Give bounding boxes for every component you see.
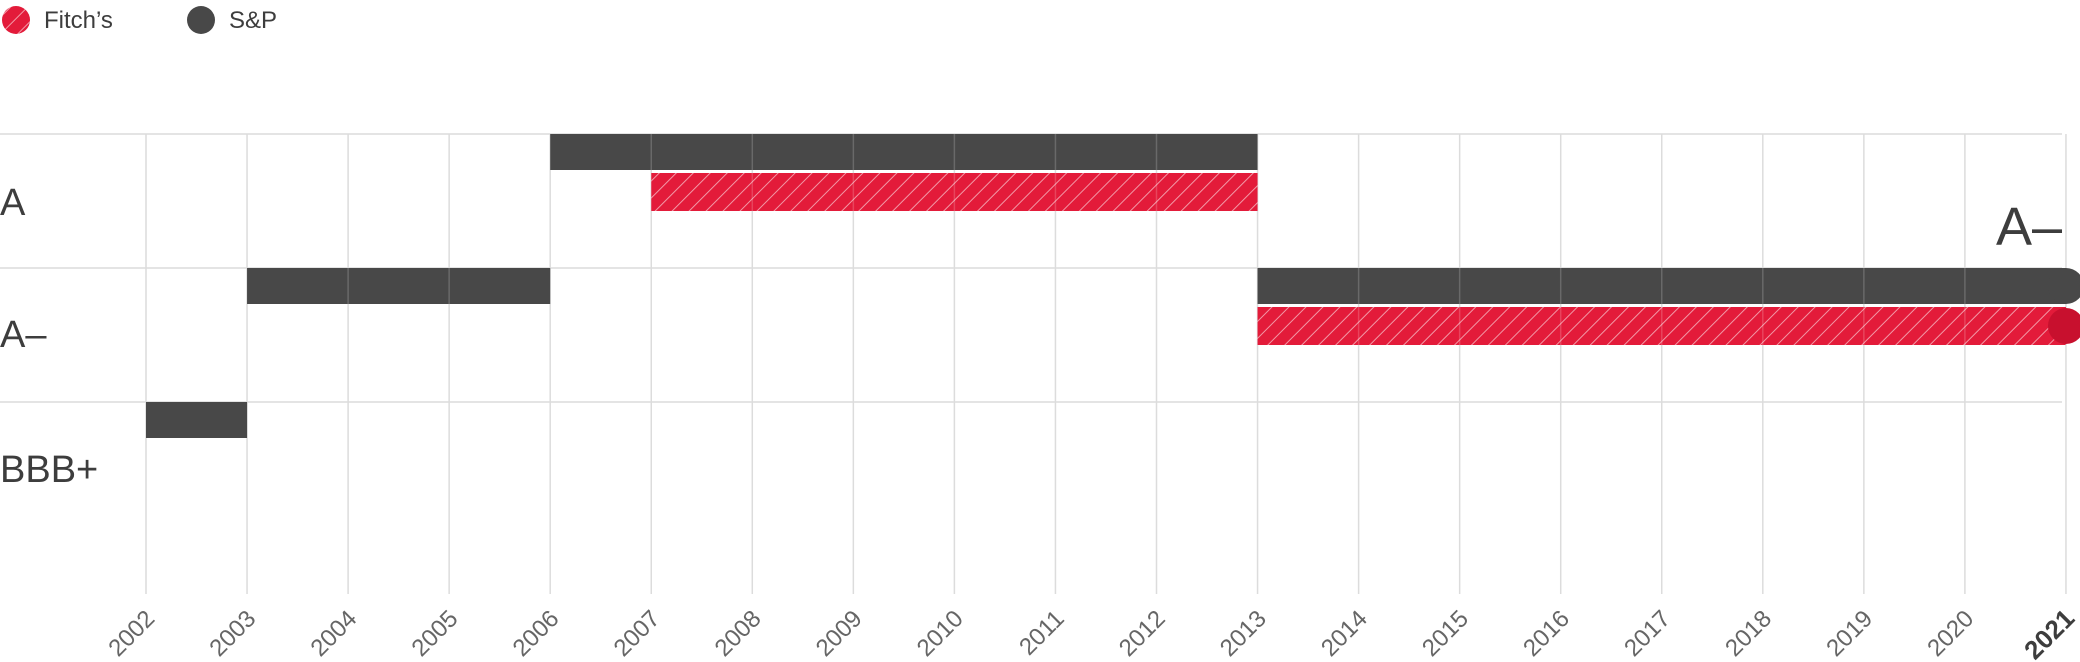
legend-item-sp: S&P [187,6,277,34]
x-tick-label: 2006 [508,605,565,662]
x-tick-label: 2019 [1821,605,1878,662]
x-tick-label: 2004 [305,605,362,662]
x-tick-label: 2009 [811,605,868,662]
sp-rating-bar [247,268,551,304]
solid-circle-icon [187,6,215,34]
x-tick-label: 2011 [1014,605,1070,661]
legend-label-fitch: Fitch’s [44,7,113,34]
legend-item-fitch: Fitch’s [2,6,113,34]
x-tick-label: 2010 [912,605,969,662]
rating-label-a-minus: A– [0,314,47,356]
x-tick-label: 2016 [1518,605,1575,662]
x-tick-label: 2017 [1619,605,1676,662]
x-tick-label: 2002 [103,605,160,662]
x-tick-label: 2008 [710,605,767,662]
x-tick-label: 2015 [1417,605,1474,662]
sp-current-dot [2047,268,2080,304]
x-axis: 2002 2003 2004 2005 2006 2007 2008 2009 2010 2011… [103,603,2080,662]
x-tick-label: 2007 [609,605,666,662]
x-tick-label: 2005 [407,605,464,662]
legend: Fitch’s S&P [2,6,277,34]
x-tick-label: 2012 [1114,605,1171,662]
sp-rating-bar [146,402,248,438]
fitch-bar-hatch [1257,307,2066,345]
fitch-current-dot [2047,308,2080,344]
current-rating-label: A– [1996,197,2062,257]
rating-label-bbb-plus: BBB+ [0,449,98,491]
rating-label-a: A [0,182,26,224]
fitch-bar-hatch [651,173,1258,211]
x-tick-label: 2021 [2018,603,2080,662]
legend-label-sp: S&P [229,7,277,34]
x-tick-label: 2003 [204,605,261,662]
plot-area [146,134,2080,438]
x-tick-label: 2020 [1922,605,1979,662]
x-tick-label: 2013 [1215,605,1272,662]
sp-rating-bar [1257,268,2066,304]
x-tick-label: 2018 [1720,605,1777,662]
hatch-overlay [2,6,30,34]
x-tick-label: 2014 [1316,605,1373,662]
sp-rating-bar [550,134,1258,170]
